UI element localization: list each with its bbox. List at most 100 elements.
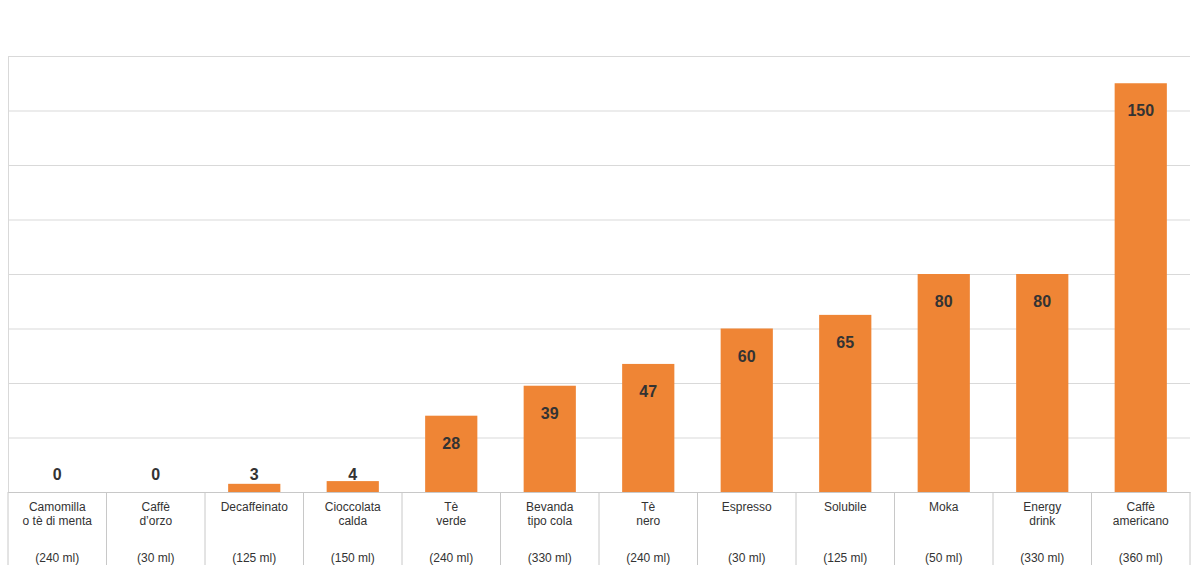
grid-line	[8, 438, 1190, 439]
x-tick: Solubile (125 ml)	[823, 492, 867, 565]
x-tick-label-line: (30 ml)	[137, 551, 174, 565]
y-tick	[8, 165, 1190, 166]
x-tick-label-line: o tè di menta	[23, 514, 93, 528]
data-label: 80	[1033, 293, 1051, 310]
x-tick-label-line: (125 ml)	[232, 551, 276, 565]
y-axis-line	[9, 57, 1191, 493]
x-tick-label-line: (360 ml)	[1119, 551, 1163, 565]
bar	[918, 274, 970, 492]
x-tick: Energydrink (330 ml)	[1020, 492, 1064, 565]
y-tick	[8, 438, 1190, 439]
x-tick-label-line: Energy	[1023, 500, 1061, 514]
bar	[721, 329, 773, 493]
grid-line	[8, 492, 1190, 493]
x-tick-label-line: d’orzo	[139, 514, 172, 528]
x-tick-label-line: Decaffeinato	[221, 500, 288, 514]
bar	[31, 492, 83, 493]
x-tick-label: Camomillao tè di menta (240 ml)	[23, 500, 93, 565]
y-tick	[8, 383, 1190, 384]
x-tick-label-line: Tè	[641, 500, 655, 514]
x-tick-label-line: (50 ml)	[925, 551, 962, 565]
bar	[425, 416, 477, 492]
x-tick: Decaffeinato (125 ml)	[221, 492, 288, 565]
x-tick-label-line: (150 ml)	[331, 551, 375, 565]
y-tick	[8, 56, 1190, 57]
x-tick-label-line: (30 ml)	[728, 551, 765, 565]
separator	[993, 492, 994, 565]
x-axis-line	[9, 492, 1191, 493]
x-tick-label: Cioccolatacalda (150 ml)	[325, 500, 381, 565]
x-tick-label-line: tipo cola	[527, 514, 572, 528]
data-label: 28	[442, 435, 460, 452]
y-tick	[8, 492, 1190, 493]
y-tick	[8, 329, 1190, 330]
separator	[303, 492, 304, 565]
x-tick-label-line: americano	[1113, 514, 1169, 528]
separator	[205, 492, 206, 565]
x-tick-label-line: drink	[1029, 514, 1056, 528]
separator	[1091, 492, 1092, 565]
bars	[228, 83, 1167, 492]
x-tick-label-line: (125 ml)	[823, 551, 867, 565]
x-tick-label-line: Caffè	[142, 500, 171, 514]
x-tick-label: Decaffeinato (125 ml)	[221, 500, 288, 565]
separator	[697, 492, 698, 565]
x-tick-label-line: Espresso	[722, 500, 772, 514]
y-tick	[8, 220, 1190, 221]
bar	[228, 484, 280, 492]
x-tick-label: Caffèamericano (360 ml)	[1113, 500, 1169, 565]
x-tick-label: Tènero (240 ml)	[626, 500, 670, 565]
x-tick-label-line: calda	[338, 514, 367, 528]
x-tick-label-line: Solubile	[824, 500, 867, 514]
separator	[894, 492, 895, 565]
separator	[402, 492, 403, 565]
bar	[1016, 274, 1068, 492]
data-label: 0	[53, 466, 62, 483]
data-label: 80	[935, 293, 953, 310]
separator	[796, 492, 797, 565]
x-axis: Camomillao tè di menta(240 ml)Caffèd’orz…	[9, 492, 1191, 565]
separator	[500, 492, 501, 565]
grid-line	[8, 111, 1190, 112]
data-label: 65	[836, 334, 854, 351]
data-label: 3	[250, 466, 259, 483]
x-tick-label-line: (240 ml)	[626, 551, 670, 565]
x-tick-label-line: (330 ml)	[528, 551, 572, 565]
grid-line	[8, 56, 1190, 57]
grid-line	[8, 165, 1190, 166]
grid-line	[8, 220, 1190, 221]
x-tick-label-line: Caffè	[1127, 500, 1156, 514]
x-tick-label: Solubile (125 ml)	[823, 500, 867, 565]
grid-line	[8, 383, 1190, 384]
data-label: 150	[1127, 102, 1154, 119]
plot: Camomillao tè di menta(240 ml)Caffèd’orz…	[8, 57, 1191, 566]
x-tick: Tèverde (240 ml)	[429, 492, 473, 565]
x-tick-label: Energydrink (330 ml)	[1020, 500, 1064, 565]
x-tick-label-line: (240 ml)	[35, 551, 79, 565]
y-tick	[8, 111, 1190, 112]
x-tick-label-line: (240 ml)	[429, 551, 473, 565]
bar	[819, 315, 871, 492]
x-tick-label: Bevandatipo cola (330 ml)	[526, 500, 574, 565]
x-tick-label-line: Tè	[444, 500, 458, 514]
x-tick-label-line: (330 ml)	[1020, 551, 1064, 565]
x-tick-label-line: Camomilla	[29, 500, 86, 514]
separator	[106, 492, 107, 565]
x-tick-label-line: Moka	[929, 500, 959, 514]
x-tick-label: Espresso (30 ml)	[722, 500, 772, 565]
x-tick: Caffèd’orzo (30 ml)	[137, 492, 174, 565]
data-label: 39	[541, 405, 559, 422]
grid-line	[8, 329, 1190, 330]
x-tick-label-line: Cioccolata	[325, 500, 381, 514]
x-tick-label-line: nero	[636, 514, 660, 528]
y-axis	[8, 57, 1190, 493]
x-tick-label: Moka (50 ml)	[925, 500, 962, 565]
bar	[622, 364, 674, 492]
separator	[8, 492, 9, 565]
data-label: 60	[738, 348, 756, 365]
bar	[1115, 83, 1167, 492]
separator	[599, 492, 600, 565]
bar	[524, 386, 576, 492]
x-tick-label-line: Bevanda	[526, 500, 574, 514]
x-tick-label-line: verde	[436, 514, 466, 528]
